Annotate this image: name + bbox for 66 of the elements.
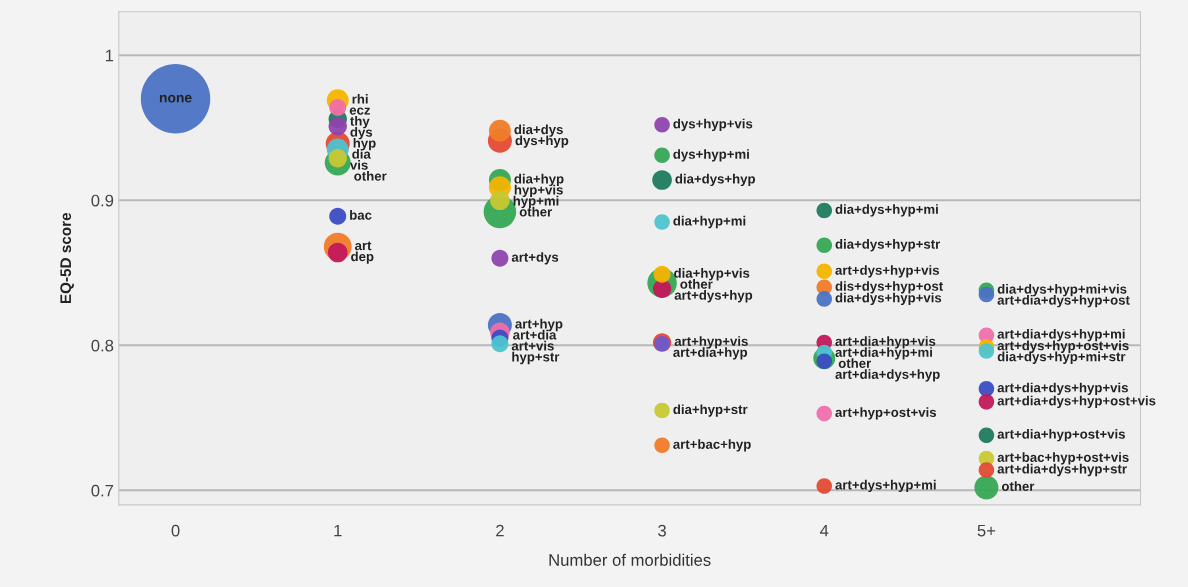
series-label: art+dys+hyp+ost+vis — [997, 340, 1129, 353]
series-label: art+hyp+vis — [674, 336, 748, 349]
series-label: dia+hyp+vis — [674, 268, 750, 281]
series-label: dia+dys+hyp+mi+str — [997, 351, 1126, 364]
series-label: dia+hyp+str — [673, 404, 748, 417]
series-label: other — [680, 279, 713, 289]
y-tick-label: 0.8 — [91, 339, 114, 352]
series-label: hyp+str — [512, 351, 560, 365]
series-label: hyp — [353, 138, 376, 151]
series-label: art+vis — [511, 340, 554, 351]
series-label: other — [1001, 481, 1035, 491]
series-label: dys+hyp+vis — [673, 118, 753, 132]
series-label: art+dia+dys+hyp+str — [997, 463, 1127, 477]
x-tick-label: 4 — [819, 524, 829, 537]
y-tick-label: 0.9 — [91, 194, 114, 207]
series-label: art+dia+dys+hyp — [835, 369, 940, 382]
series-label: art+dys+hyp+vis — [835, 265, 939, 278]
series-label: other — [519, 206, 552, 217]
series-label: art+dys+hyp — [674, 290, 753, 303]
series-label: dys+hyp — [515, 135, 569, 148]
series-label: dep — [351, 251, 374, 264]
y-axis-title: EQ-5D score — [60, 212, 74, 304]
series-label: art+dia+hyp — [673, 347, 748, 360]
series-label: other — [354, 171, 387, 181]
series-label: art+hyp+ost+vis — [835, 407, 937, 420]
series-label: art+dys — [511, 252, 559, 265]
series-label: bac — [350, 210, 372, 220]
series-label: art+dia+dys+hyp+ost+vis — [997, 395, 1156, 408]
series-label: dis+dys+hyp+ost — [835, 281, 944, 294]
series-label: ecz — [349, 107, 371, 115]
series-label: dia+dys+hyp+vis — [835, 292, 942, 306]
series-label: art+bac+hyp — [673, 439, 751, 452]
series-label: dys — [350, 127, 373, 140]
series-label: art+dia+hyp+vis — [835, 336, 936, 349]
series-label: hyp+vis — [514, 184, 563, 198]
series-label: none — [159, 94, 192, 103]
x-axis-title: Number of morbidities — [549, 553, 711, 566]
y-tick-label: 0.7 — [91, 484, 114, 497]
series-label: rhi — [352, 94, 368, 104]
x-tick-label: 2 — [496, 524, 504, 537]
series-label: dia+dys+hyp — [675, 173, 756, 187]
series-label: thy — [350, 116, 370, 129]
x-tick-label: 3 — [658, 524, 666, 537]
series-label: dia+hyp+mi — [673, 215, 746, 229]
y-tick-label: 1 — [105, 49, 114, 62]
series-label: art+dia+hyp+ost+vis — [997, 429, 1125, 442]
series-label: hyp+mi — [513, 195, 559, 209]
series-label: dia+dys+hyp+mi+vis — [997, 284, 1127, 297]
series-label: art+dia+dys+hyp+ost — [997, 295, 1130, 308]
series-label: art+bac+hyp+ost+vis — [997, 452, 1129, 465]
series-label: art+dia+dys+hyp+mi — [997, 328, 1125, 342]
series-label: dia — [352, 149, 371, 159]
series-label: art+dia+dys+hyp+vis — [997, 382, 1128, 395]
x-tick-label: 5+ — [977, 524, 996, 537]
series-label: art+dia+hyp+mi — [835, 347, 932, 360]
series-label: dia+dys+hyp+str — [835, 239, 941, 252]
x-tick-label: 1 — [334, 524, 342, 537]
series-label: dia+hyp — [514, 173, 564, 187]
series-label: dia+dys — [514, 124, 563, 137]
series-label: art — [355, 241, 372, 251]
x-tick-label: 0 — [171, 524, 180, 537]
series-label: vis — [349, 160, 368, 170]
series-label: art+dys+hyp+mi — [835, 479, 936, 493]
series-label: dys+hyp+mi — [673, 149, 749, 162]
series-label: dia+dys+hyp+mi — [835, 204, 938, 217]
series-label: other — [838, 358, 872, 368]
